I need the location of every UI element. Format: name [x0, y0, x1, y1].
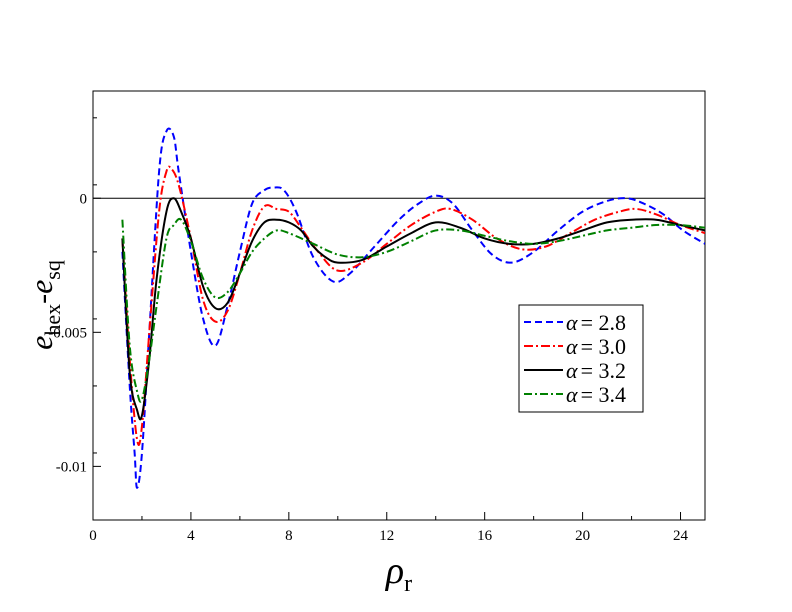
legend-label: α = 3.2 [566, 358, 626, 383]
legend-label: α = 3.4 [566, 382, 626, 407]
y-axis-ticks: -0.01 -0.005 0 [48, 117, 101, 521]
x-tick-label: 12 [379, 528, 394, 544]
series-group [121, 127, 705, 489]
x-tick-label: 24 [673, 528, 689, 544]
legend: α = 2.8α = 3.0α = 3.2α = 3.4 [518, 304, 644, 413]
x-axis-ticks: 0 4 8 12 16 20 24 [89, 512, 689, 544]
series-line [121, 127, 705, 489]
y-tick-label: -0.005 [48, 325, 87, 341]
y-axis-title: ehex-esq [23, 260, 65, 350]
series-line [121, 217, 705, 403]
legend-label: α = 2.8 [566, 310, 626, 335]
x-tick-label: 4 [187, 528, 195, 544]
x-tick-label: 20 [575, 528, 590, 544]
y-tick-label: -0.01 [56, 459, 87, 475]
x-tick-label: 8 [285, 528, 293, 544]
y-tick-label: 0 [80, 191, 88, 207]
series-line [121, 197, 705, 421]
x-tick-label: 16 [477, 528, 493, 544]
legend-label: α = 3.0 [566, 334, 626, 359]
x-tick-label: 0 [89, 528, 97, 544]
x-axis-title: ρr [385, 550, 412, 597]
svg-text:ehex-esq: ehex-esq [23, 260, 65, 350]
series-line [121, 165, 705, 446]
plot-frame [92, 90, 706, 521]
